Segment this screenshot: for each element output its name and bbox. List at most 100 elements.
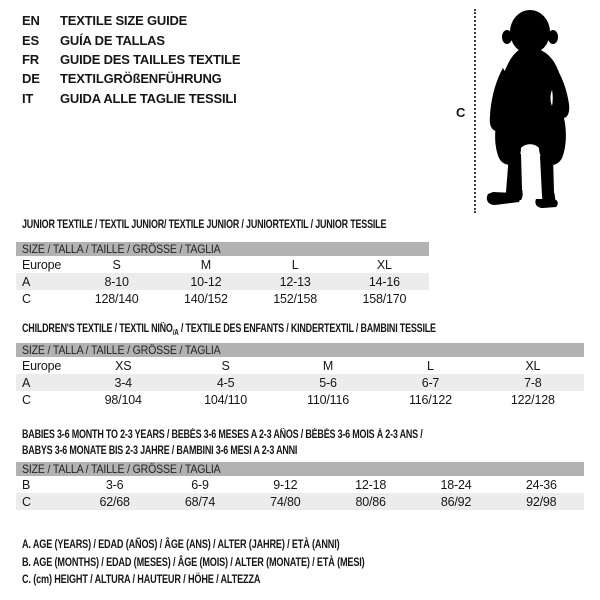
language-name: GUÍA DE TALLAS xyxy=(60,32,165,48)
language-code: ES xyxy=(22,32,39,48)
language-row: ES GUÍA DE TALLAS xyxy=(22,30,240,49)
value-cell: XL xyxy=(525,358,541,373)
language-row: EN TEXTILE SIZE GUIDE xyxy=(22,11,240,30)
section-title-babies: BABIES 3-6 MONTH TO 2-3 YEARS / BEBÉS 3-… xyxy=(22,427,423,459)
section-title-line: BABYS 3-6 MONATE BIS 2-3 JAHRE / BAMBINI… xyxy=(22,443,423,459)
value-cell: 116/122 xyxy=(408,392,452,407)
value-cell: 12-13 xyxy=(279,274,311,289)
value-cell: 86/92 xyxy=(440,494,472,509)
language-list: EN TEXTILE SIZE GUIDE ES GUÍA DE TALLAS FR GU… xyxy=(22,11,241,108)
size-header-band: SIZE / TALLA / TAILLE / GRÖSSE / TAGLIA xyxy=(16,343,584,357)
value-cell: L xyxy=(427,358,434,373)
table-row: C 62/68 68/74 74/80 80/86 86/92 92/98 xyxy=(16,493,584,510)
baby-silhouette-icon xyxy=(486,10,570,208)
value-cell: 74/80 xyxy=(270,494,301,509)
language-code: DE xyxy=(22,71,40,87)
value-cell: 6-7 xyxy=(421,375,440,390)
table-row: Europe XS S M L XL xyxy=(16,357,584,374)
value-cell: 110/116 xyxy=(307,392,349,407)
value-cell: 7-8 xyxy=(524,375,542,390)
height-measure-label: C xyxy=(456,105,466,120)
size-header-label: SIZE / TALLA / TAILLE / GRÖSSE / TAGLIA xyxy=(22,242,221,256)
row-label-cell: B xyxy=(22,477,31,492)
section-title-line: CHILDREN'S TEXTILE / TEXTIL NIÑO/A / TEX… xyxy=(22,321,436,341)
table-row: C 128/140 140/152 152/158 158/170 xyxy=(16,290,429,307)
notes-list: A. AGE (YEARS) / EDAD (AÑOS) / ÂGE (ANS)… xyxy=(22,537,473,590)
title-text: BABIES 3-6 MONTH TO 2-3 YEARS / BEBÉS 3-… xyxy=(22,429,423,441)
value-cell: 24-36 xyxy=(525,477,557,492)
value-cell: S xyxy=(112,257,121,272)
value-cell: 10-12 xyxy=(190,274,222,289)
section-title-line: JUNIOR TEXTILE / TEXTIL JUNIOR/ TEXTILE … xyxy=(22,217,386,233)
table-row: Europe S M L XL xyxy=(16,256,429,273)
size-table-junior: SIZE / TALLA / TAILLE / GRÖSSE / TAGLIA E… xyxy=(16,242,429,307)
language-code: IT xyxy=(22,90,34,106)
title-text: BABYS 3-6 MONATE BIS 2-3 JAHRE / BAMBINI… xyxy=(22,445,298,457)
title-text: / TEXTILE DES ENFANTS / KINDERTEXTIL / B… xyxy=(178,323,436,335)
row-label-cell: C xyxy=(22,494,31,509)
size-header-band: SIZE / TALLA / TAILLE / GRÖSSE / TAGLIA xyxy=(16,242,429,256)
value-cell: 9-12 xyxy=(273,477,298,492)
language-row: DE TEXTILGRÖßENFÜHRUNG xyxy=(22,69,240,88)
section-title-children: CHILDREN'S TEXTILE / TEXTIL NIÑO/A / TEX… xyxy=(22,321,436,341)
row-label-cell: A xyxy=(22,274,31,289)
table-row: C 98/104 104/110 110/116 116/122 122/128 xyxy=(16,391,584,408)
language-name: TEXTILE SIZE GUIDE xyxy=(60,13,188,29)
value-cell: 4-5 xyxy=(216,375,235,390)
title-subscript: /A xyxy=(172,328,179,337)
value-cell: 3-4 xyxy=(114,375,132,390)
table-row: B 3-6 6-9 9-12 12-18 18-24 24-36 xyxy=(16,476,584,493)
value-cell: 152/158 xyxy=(273,291,318,306)
value-cell: 6-9 xyxy=(191,477,209,492)
size-table-children: SIZE / TALLA / TAILLE / GRÖSSE / TAGLIA E… xyxy=(16,343,584,408)
language-name: GUIDA ALLE TAGLIE TESSILI xyxy=(60,90,237,106)
value-cell: M xyxy=(322,358,334,373)
size-header-label: SIZE / TALLA / TAILLE / GRÖSSE / TAGLIA xyxy=(22,462,221,476)
language-name: GUIDE DES TAILLES TEXTILE xyxy=(60,51,241,67)
note-line: B. AGE (MONTHS) / EDAD (MESES) / ÂGE (MO… xyxy=(22,554,365,569)
language-name: TEXTILGRÖßENFÜHRUNG xyxy=(60,71,222,87)
note-line: C. (cm) HEIGHT / ALTURA / HAUTEUR / HÖHE… xyxy=(22,572,261,586)
value-cell: XL xyxy=(376,257,392,272)
title-text: JUNIOR TEXTILE / TEXTIL JUNIOR/ TEXTILE … xyxy=(22,219,387,231)
size-header-band: SIZE / TALLA / TAILLE / GRÖSSE / TAGLIA xyxy=(16,462,584,476)
height-measure-line xyxy=(474,9,476,213)
language-code: EN xyxy=(22,13,40,29)
value-cell: 122/128 xyxy=(510,392,555,407)
row-label-cell: Europe xyxy=(22,358,62,373)
language-row: IT GUIDA ALLE TAGLIE TESSILI xyxy=(22,89,240,108)
value-cell: 92/98 xyxy=(526,494,557,509)
row-label-cell: A xyxy=(22,375,31,390)
row-label-cell: C xyxy=(22,392,31,407)
value-cell: 158/170 xyxy=(362,291,407,306)
value-cell: S xyxy=(221,358,230,373)
row-label-cell: Europe xyxy=(22,257,62,272)
title-text: CHILDREN'S TEXTILE / TEXTIL NIÑO xyxy=(22,323,173,335)
value-cell: 68/74 xyxy=(184,494,216,509)
value-cell: 12-18 xyxy=(355,477,387,492)
value-cell: 8-10 xyxy=(104,274,129,289)
size-header-label: SIZE / TALLA / TAILLE / GRÖSSE / TAGLIA xyxy=(22,343,221,357)
value-cell: 128/140 xyxy=(94,291,139,306)
section-title-line: BABIES 3-6 MONTH TO 2-3 YEARS / BEBÉS 3-… xyxy=(22,427,423,443)
value-cell: 98/104 xyxy=(104,392,142,407)
note-line: A. AGE (YEARS) / EDAD (AÑOS) / ÂGE (ANS)… xyxy=(22,537,340,551)
value-cell: 14-16 xyxy=(368,274,400,289)
size-table-babies: SIZE / TALLA / TAILLE / GRÖSSE / TAGLIA B… xyxy=(16,462,584,510)
language-row: FR GUIDE DES TAILLES TEXTILE xyxy=(22,50,241,69)
section-title-junior: JUNIOR TEXTILE / TEXTIL JUNIOR/ TEXTILE … xyxy=(22,217,386,233)
value-cell: 5-6 xyxy=(319,375,337,390)
row-label-cell: C xyxy=(22,291,31,306)
value-cell: 104/110 xyxy=(204,392,248,407)
value-cell: 18-24 xyxy=(440,477,472,492)
table-row: A 3-4 4-5 5-6 6-7 7-8 xyxy=(16,374,584,391)
value-cell: 140/152 xyxy=(183,291,228,306)
value-cell: M xyxy=(200,257,211,272)
value-cell: 62/68 xyxy=(99,494,130,509)
language-code: FR xyxy=(22,51,39,67)
value-cell: L xyxy=(291,257,299,272)
value-cell: XS xyxy=(115,358,132,373)
value-cell: 3-6 xyxy=(105,477,124,492)
table-row: A 8-10 10-12 12-13 14-16 xyxy=(16,273,429,290)
